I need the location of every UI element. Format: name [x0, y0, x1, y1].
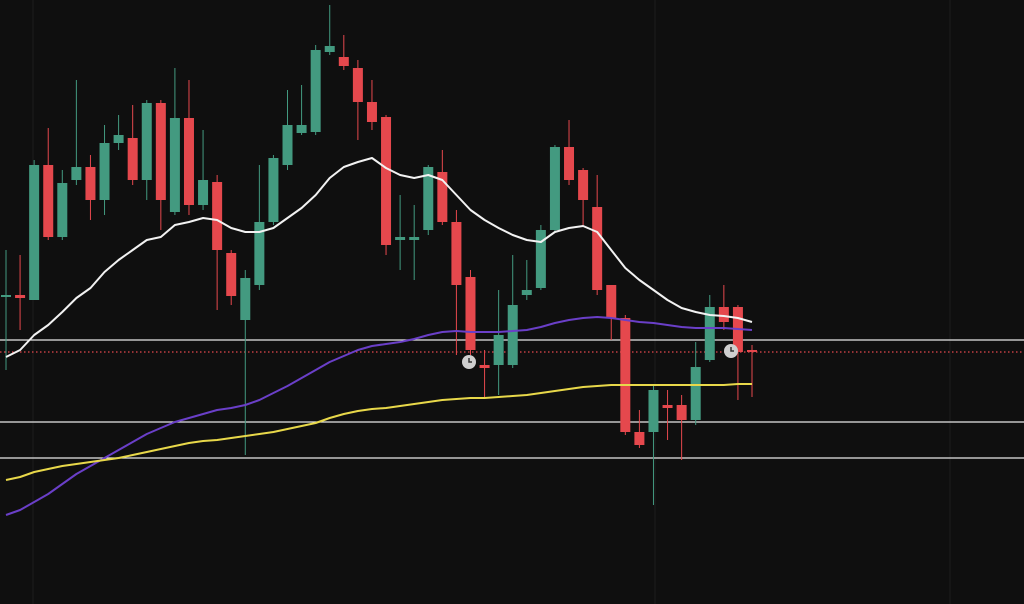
candle-body: [43, 165, 54, 237]
candle-body: [606, 285, 617, 318]
candle-body: [352, 68, 363, 102]
candle-body: [71, 167, 82, 180]
candle-body: [592, 207, 603, 290]
candle-body: [282, 125, 293, 165]
candle-body: [212, 182, 223, 250]
candle-body: [747, 350, 757, 352]
candle-body: [15, 295, 26, 298]
candle-body: [381, 117, 392, 245]
candle-body: [521, 290, 532, 295]
candle-body: [183, 118, 194, 205]
candle-body: [493, 335, 504, 365]
candle-body: [718, 307, 729, 322]
candle-body: [409, 237, 420, 240]
candle-body: [423, 167, 434, 230]
candle-body: [366, 102, 377, 122]
alert-icon: [724, 344, 738, 358]
candle-body: [198, 180, 209, 205]
candle-body: [465, 277, 476, 350]
candle-body: [395, 237, 406, 240]
candle-body: [507, 305, 518, 365]
candle-body: [254, 222, 265, 285]
candle-body: [578, 170, 589, 200]
candle-body: [127, 138, 138, 180]
candle-body: [99, 143, 110, 200]
candle-body: [155, 103, 166, 200]
candle-body: [226, 253, 237, 296]
alert-icon: [462, 355, 476, 369]
candle-body: [268, 158, 279, 222]
candle-body: [648, 390, 659, 432]
candle-body: [240, 278, 251, 320]
moving-average-line: [5, 316, 753, 516]
candle-body: [662, 405, 673, 408]
candle-body: [57, 183, 68, 237]
candle-body: [479, 365, 490, 368]
candles: [1, 5, 757, 505]
candle-body: [141, 103, 152, 180]
candle-body: [169, 118, 180, 212]
candle-body: [296, 125, 307, 133]
candle-body: [535, 230, 546, 288]
candle-body: [29, 165, 40, 300]
candle-body: [85, 167, 96, 200]
candle-body: [564, 147, 575, 180]
candle-body: [113, 135, 124, 143]
candle-body: [676, 405, 687, 420]
candle-body: [338, 57, 349, 66]
candle-body: [704, 307, 715, 360]
candle-body: [324, 46, 335, 52]
candle-body: [690, 367, 701, 420]
candle-body: [634, 432, 645, 445]
candle-body: [549, 147, 560, 230]
candle-body: [1, 295, 11, 297]
candle-body: [451, 222, 462, 285]
moving-averages: [5, 157, 753, 516]
candle-body: [620, 318, 631, 432]
candle-body: [310, 50, 321, 132]
plot: [0, 5, 1024, 516]
moving-average-line: [5, 157, 753, 358]
candle-body: [437, 172, 448, 222]
moving-average-line: [5, 383, 752, 481]
